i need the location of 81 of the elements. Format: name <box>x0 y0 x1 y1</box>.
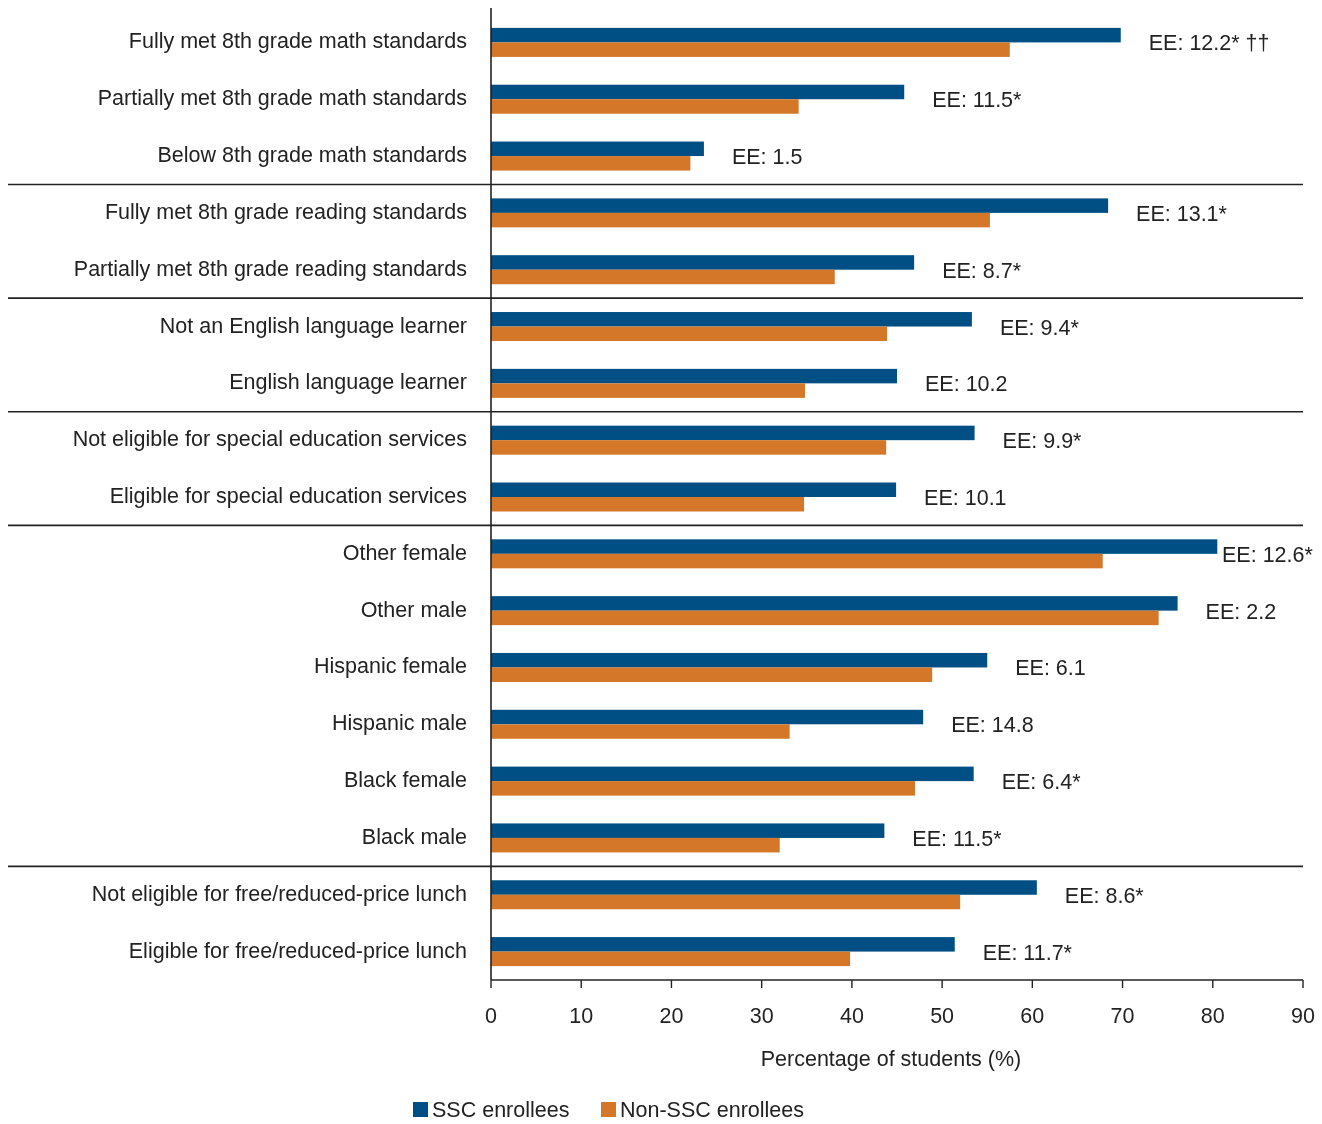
bar <box>491 84 905 100</box>
x-tick-label: 30 <box>749 1004 774 1028</box>
bar <box>491 781 916 796</box>
legend-label: SSC enrollees <box>432 1098 570 1122</box>
y-tick-label: Fully met 8th grade reading standards <box>104 199 467 224</box>
bar <box>491 326 888 342</box>
annotation: EE: 11.5* <box>932 88 1023 113</box>
bar <box>491 539 1218 554</box>
annotation: EE: 9.9* <box>1002 429 1083 454</box>
annotation: EE: 10.2 <box>925 372 1008 397</box>
y-tick-label: Partially met 8th grade reading standards <box>73 256 467 281</box>
y-tick-label: Eligible for free/reduced-price lunch <box>128 938 467 963</box>
bar <box>491 312 972 327</box>
bar <box>491 425 975 441</box>
y-tick-label: Hispanic male <box>331 711 467 736</box>
y-tick-label: Partially met 8th grade math standards <box>97 86 467 111</box>
bar <box>491 667 933 682</box>
y-tick-label: Not an English language learner <box>159 313 467 338</box>
y-tick-label: English language learner <box>229 370 467 395</box>
bar <box>491 880 1037 895</box>
x-tick-label: 40 <box>839 1004 864 1028</box>
annotation: EE: 6.4* <box>1001 770 1082 795</box>
bar <box>491 766 974 782</box>
bar <box>491 27 1121 43</box>
bar <box>491 610 1159 626</box>
bar <box>491 141 704 157</box>
y-tick-label: Black male <box>361 824 467 849</box>
bar <box>491 724 790 739</box>
annotation: EE: 1.5 <box>731 145 803 170</box>
bar <box>491 198 1109 213</box>
y-tick-label: Hispanic female <box>314 654 467 679</box>
y-tick-label: Other female <box>342 540 467 565</box>
x-tick-label: 70 <box>1110 1004 1135 1028</box>
x-tick-label: 50 <box>930 1004 955 1028</box>
annotation: EE: 11.5* <box>912 826 1003 851</box>
annotation: EE: 2.2 <box>1205 599 1277 624</box>
bar <box>491 482 897 497</box>
bar <box>491 553 1103 569</box>
bar <box>491 709 924 725</box>
annotation: EE: 6.1 <box>1015 656 1086 681</box>
bar <box>491 823 885 838</box>
y-tick-label: Not eligible for free/reduced-price lunch <box>91 881 467 906</box>
annotation: EE: 8.7* <box>942 258 1022 283</box>
bar <box>491 440 887 455</box>
bar <box>491 894 961 910</box>
bar <box>491 156 691 171</box>
bar <box>491 497 805 512</box>
annotation: EE: 11.7* <box>982 940 1073 965</box>
y-tick-label: Fully met 8th grade math standards <box>128 29 467 54</box>
y-tick-label: Other male <box>360 597 467 622</box>
x-axis-title: Percentage of students (%) <box>760 1047 1022 1071</box>
x-tick-label: 90 <box>1291 1004 1315 1028</box>
bar <box>491 596 1178 611</box>
x-tick-label: 60 <box>1020 1004 1045 1028</box>
annotation: EE: 10.1 <box>924 486 1007 510</box>
bar <box>491 255 915 270</box>
bar <box>491 652 988 668</box>
y-tick-label: Not eligible for special education services <box>72 427 467 452</box>
annotation: EE: 8.6* <box>1064 883 1145 908</box>
x-tick-label: 0 <box>485 1004 498 1028</box>
annotation: EE: 13.1* <box>1136 201 1228 226</box>
bar <box>491 951 851 967</box>
annotation: EE: 12.2* †† <box>1148 31 1270 56</box>
annotation: EE: 14.8 <box>951 713 1034 738</box>
y-tick-label: Eligible for special education services <box>109 484 467 508</box>
x-tick-label: 80 <box>1200 1004 1225 1028</box>
y-tick-label: Black female <box>343 768 467 793</box>
x-tick-label: 10 <box>569 1004 594 1028</box>
annotation: EE: 12.6* <box>1222 542 1314 567</box>
bar <box>491 837 780 853</box>
bar <box>491 269 835 285</box>
bar <box>491 368 897 384</box>
x-tick-label: 20 <box>659 1004 684 1028</box>
bar <box>491 383 805 398</box>
bar <box>491 42 1010 57</box>
y-tick-label: Below 8th grade math standards <box>157 143 467 168</box>
legend-label: Non-SSC enrollees <box>620 1098 805 1122</box>
bar <box>491 937 955 952</box>
annotation: EE: 9.4* <box>999 315 1080 340</box>
bar <box>491 212 990 228</box>
bar <box>491 99 799 114</box>
